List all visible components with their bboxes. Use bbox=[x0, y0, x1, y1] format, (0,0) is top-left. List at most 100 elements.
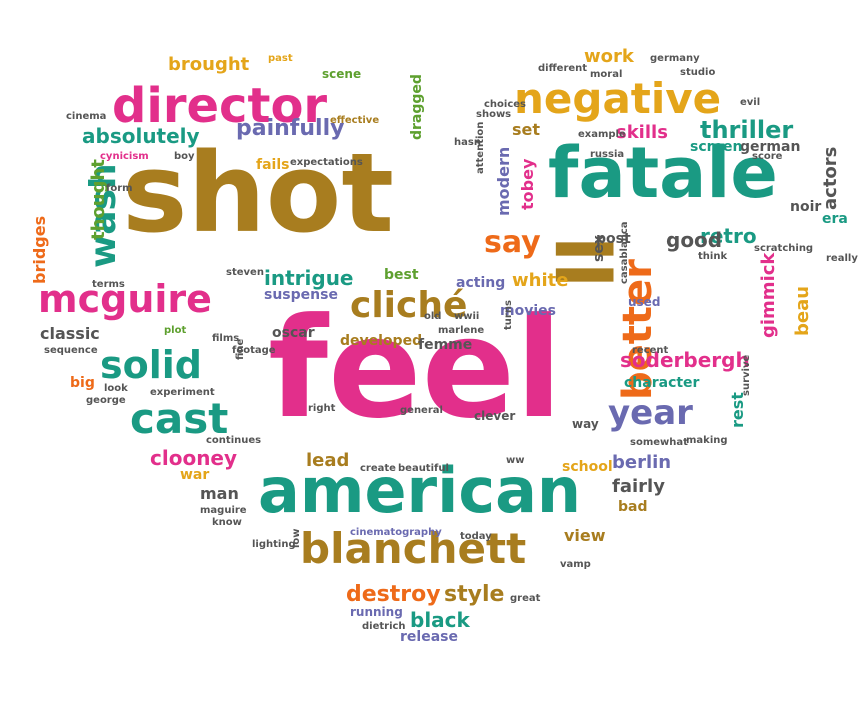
cloud-word: know bbox=[212, 517, 242, 528]
cloud-word: scene bbox=[322, 67, 362, 81]
cloud-word: general bbox=[400, 405, 443, 416]
cloud-word: dietrich bbox=[362, 621, 406, 632]
cloud-word: cinema bbox=[66, 111, 107, 122]
cloud-word: lead bbox=[306, 450, 350, 471]
cloud-word: lighting bbox=[252, 539, 296, 550]
cloud-word: recent bbox=[632, 345, 669, 356]
cloud-word: berlin bbox=[612, 452, 672, 473]
cloud-word: george bbox=[86, 395, 126, 406]
cloud-word: soderbergh bbox=[620, 348, 750, 372]
cloud-word: somewhat bbox=[630, 437, 688, 448]
cloud-word: fatale bbox=[548, 132, 778, 214]
cloud-word: wwii bbox=[454, 311, 480, 322]
cloud-word: beautiful bbox=[398, 463, 449, 474]
cloud-word: moral bbox=[590, 69, 623, 80]
cloud-word: boy bbox=[174, 151, 195, 162]
cloud-word: marlene bbox=[438, 325, 485, 336]
cloud-word: white bbox=[512, 270, 569, 291]
cloud-word: fails bbox=[256, 157, 290, 173]
cloud-word: war bbox=[180, 467, 210, 483]
cloud-word: post bbox=[596, 231, 631, 247]
cloud-word: femme bbox=[418, 337, 473, 353]
cloud-word: fine bbox=[235, 338, 246, 360]
cloud-word: experiment bbox=[150, 387, 215, 398]
cloud-word: director bbox=[112, 78, 328, 134]
cloud-word: used bbox=[628, 295, 661, 309]
cloud-word: acting bbox=[456, 275, 506, 291]
cloud-word: painfully bbox=[236, 116, 345, 141]
cloud-word: cynicism bbox=[100, 151, 149, 162]
cloud-word: thriller bbox=[700, 116, 794, 144]
cloud-word: movies bbox=[500, 303, 556, 319]
cloud-word: blanchett bbox=[300, 524, 527, 573]
cloud-word: footage bbox=[232, 345, 276, 356]
cloud-word: cinematography bbox=[350, 527, 442, 538]
cloud-word: absolutely bbox=[82, 124, 200, 148]
cloud-word: german bbox=[740, 139, 801, 155]
cloud-word: modern bbox=[494, 146, 513, 216]
cloud-word: score bbox=[752, 151, 783, 162]
cloud-word: right bbox=[308, 403, 336, 414]
cloud-word: expectations bbox=[290, 157, 363, 168]
cloud-word: choices bbox=[484, 99, 527, 110]
cloud-word: american bbox=[258, 454, 582, 527]
cloud-word: best bbox=[384, 267, 419, 283]
cloud-word: gimmick bbox=[758, 252, 779, 338]
cloud-word: hasn bbox=[454, 137, 481, 148]
cloud-word: era bbox=[822, 211, 848, 227]
cloud-word: man bbox=[200, 484, 239, 503]
cloud-word: skills bbox=[616, 122, 668, 143]
cloud-word: films bbox=[212, 333, 240, 344]
cloud-word: steven bbox=[226, 267, 264, 278]
cloud-word: retro bbox=[700, 224, 757, 248]
cloud-word: running bbox=[350, 605, 403, 619]
cloud-word: say bbox=[484, 225, 541, 260]
cloud-word: release bbox=[400, 629, 458, 645]
cloud-word: big bbox=[70, 375, 95, 391]
cloud-word: way bbox=[572, 417, 599, 431]
cloud-word: character bbox=[624, 375, 700, 391]
cloud-word: old bbox=[424, 311, 442, 322]
cloud-word: oscar bbox=[272, 325, 315, 341]
cloud-word: germany bbox=[650, 53, 700, 64]
cloud-word: create bbox=[360, 463, 396, 474]
cloud-word: survive bbox=[741, 354, 752, 396]
cloud-word: beau bbox=[792, 285, 813, 336]
cloud-word: set bbox=[512, 120, 541, 139]
cloud-word: example bbox=[578, 129, 626, 140]
cloud-word: view bbox=[564, 526, 606, 545]
cloud-word: style bbox=[444, 582, 505, 607]
cloud-word: screen bbox=[690, 139, 743, 155]
cloud-word: brought bbox=[168, 54, 250, 75]
cloud-word: low bbox=[291, 528, 302, 548]
cloud-word: thought bbox=[88, 159, 109, 240]
cloud-word: look bbox=[104, 383, 128, 394]
cloud-word: year bbox=[608, 393, 693, 433]
cloud-word: bad bbox=[618, 499, 648, 515]
cloud-word: great bbox=[510, 593, 541, 604]
cloud-word: dragged bbox=[409, 74, 425, 140]
cloud-word: continues bbox=[206, 435, 262, 446]
cloud-word: clever bbox=[474, 409, 516, 423]
cloud-word: really bbox=[826, 253, 858, 264]
cloud-word: vamp bbox=[560, 559, 591, 570]
cloud-word: bridges bbox=[30, 215, 49, 284]
cloud-word: clooney bbox=[150, 446, 238, 470]
cloud-word: cliché bbox=[350, 285, 468, 326]
cloud-word: work bbox=[584, 46, 634, 67]
cloud-word: russia bbox=[590, 149, 625, 160]
cloud-word: classic bbox=[40, 324, 100, 343]
cloud-word: sex bbox=[591, 235, 607, 262]
cloud-word: making bbox=[686, 435, 728, 446]
cloud-word: noir bbox=[790, 199, 822, 215]
cloud-word: actors bbox=[820, 146, 841, 210]
cloud-word: rest bbox=[728, 392, 747, 428]
cloud-word: shows bbox=[476, 109, 512, 120]
cloud-word: evil bbox=[740, 97, 761, 108]
cloud-word: studio bbox=[680, 67, 716, 78]
cloud-word: effective bbox=[330, 115, 380, 126]
cloud-word: feel bbox=[268, 288, 563, 449]
cloud-word: sequence bbox=[44, 345, 98, 356]
cloud-word: mcguire bbox=[38, 277, 212, 321]
